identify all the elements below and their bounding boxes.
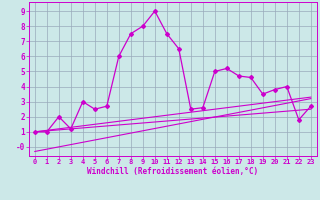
X-axis label: Windchill (Refroidissement éolien,°C): Windchill (Refroidissement éolien,°C): [87, 167, 258, 176]
